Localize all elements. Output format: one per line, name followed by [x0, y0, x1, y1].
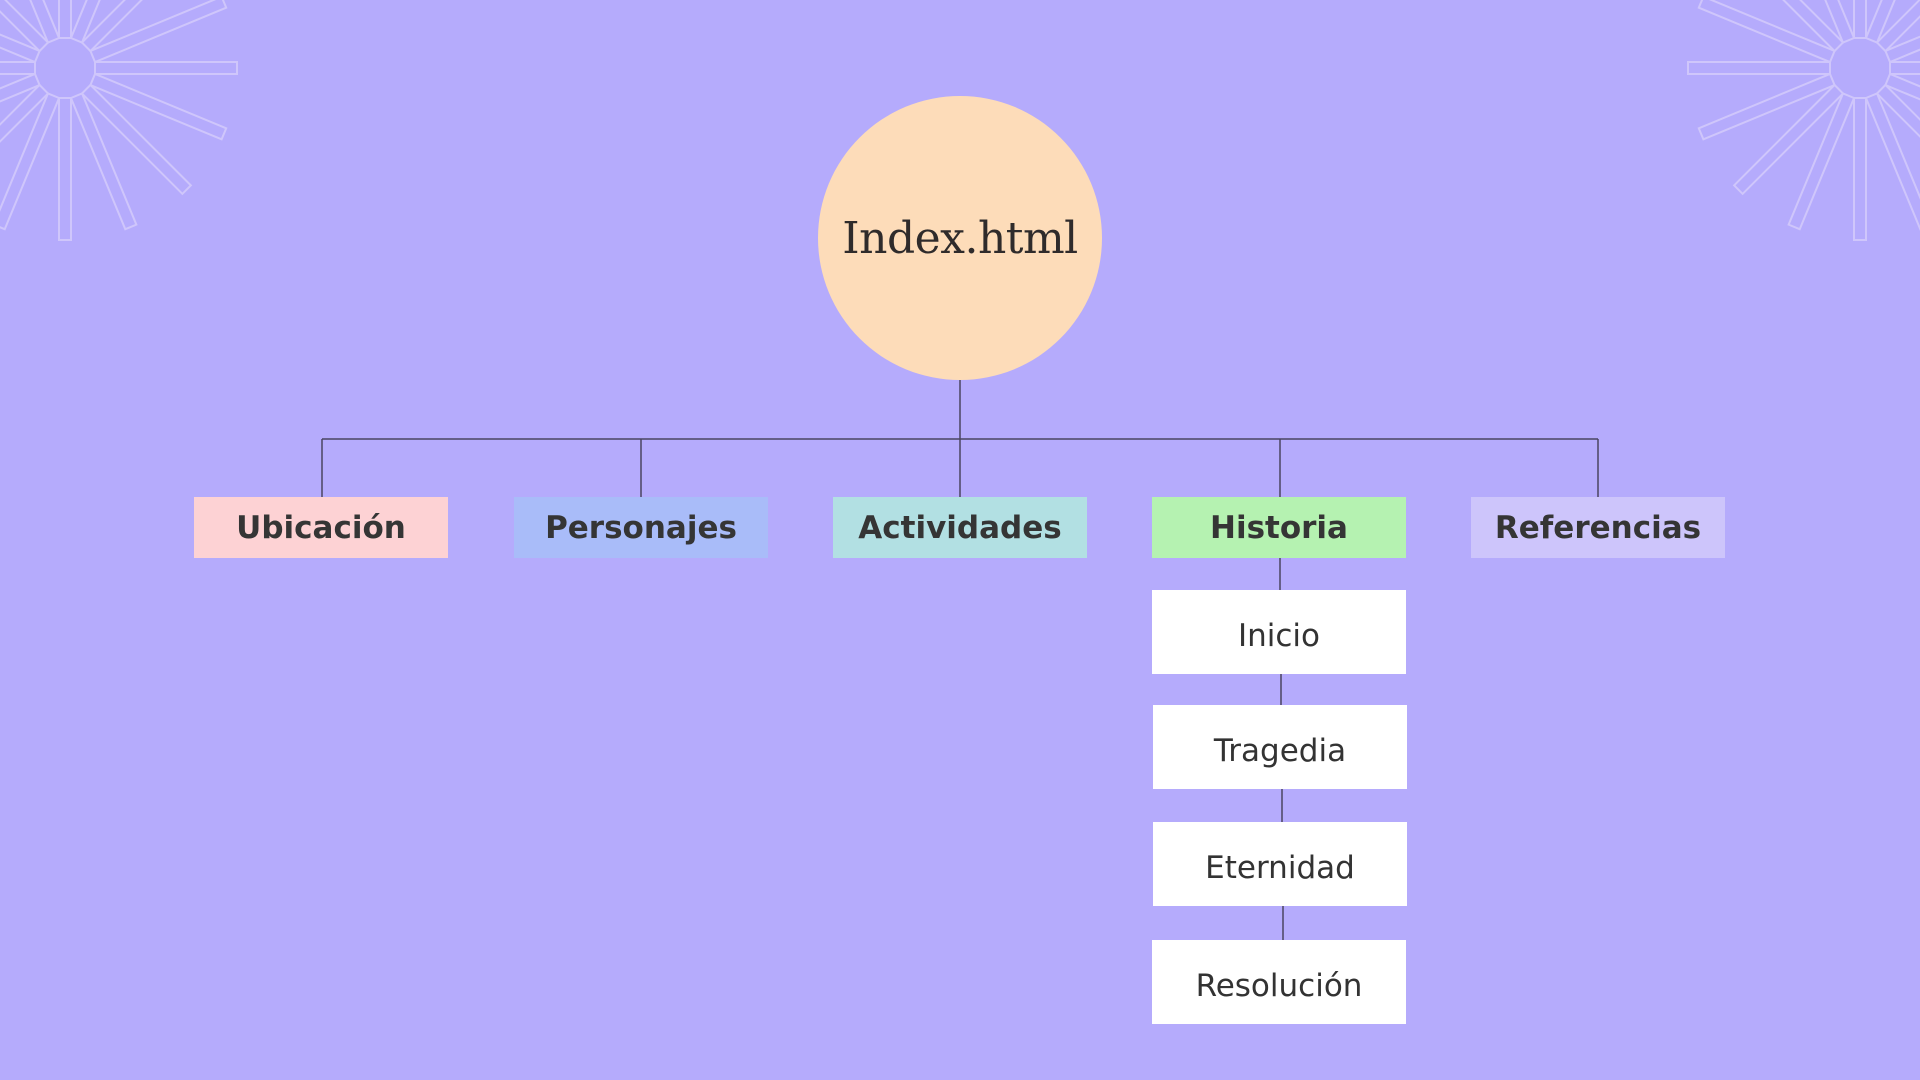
section-label: Personajes [545, 509, 737, 546]
starburst-ray [1884, 0, 1920, 64]
starburst-ray [1853, 0, 1867, 39]
starburst-ray [0, 92, 61, 231]
historia-child-resolucion: Resolución [1152, 940, 1406, 1024]
starburst-ray [1732, 83, 1845, 196]
starburst-ray [1697, 0, 1836, 64]
starburst-ray [1853, 97, 1867, 241]
starburst-ray [58, 0, 72, 39]
starburst-ray [0, 0, 41, 64]
section-label: Ubicación [236, 509, 406, 546]
root-node-label: Index.html [842, 212, 1078, 264]
starburst-ray [89, 72, 228, 141]
starburst-ray [94, 61, 238, 75]
starburst-ray [1732, 0, 1845, 53]
starburst-ray [80, 83, 193, 196]
starburst-ray [1884, 72, 1920, 141]
starburst-ray [1787, 92, 1856, 231]
child-label: Eternidad [1205, 850, 1355, 886]
section-label: Historia [1210, 509, 1348, 546]
starburst-ray [1864, 0, 1920, 44]
starburst-ray [1697, 72, 1836, 141]
historia-child-eternidad: Eternidad [1153, 822, 1407, 906]
section-box-ubicacion: Ubicación [194, 497, 448, 558]
historia-child-tragedia: Tragedia [1153, 705, 1407, 789]
starburst-decoration-left [0, 0, 238, 241]
section-label: Actividades [858, 509, 1062, 546]
starburst-ray [1889, 61, 1920, 75]
section-box-actividades: Actividades [833, 497, 1087, 558]
starburst-ray [0, 0, 50, 53]
child-label: Tragedia [1213, 733, 1347, 769]
section-box-referencias: Referencias [1471, 497, 1725, 558]
section-box-historia: Historia [1152, 497, 1406, 558]
starburst-ray [0, 61, 36, 75]
starburst-ray [1787, 0, 1856, 44]
root-node-index: Index.html [818, 96, 1102, 380]
starburst-ray [80, 0, 193, 53]
historia-child-inicio: Inicio [1152, 590, 1406, 674]
starburst-ray [0, 83, 50, 196]
starburst-ray [69, 0, 138, 44]
section-label: Referencias [1494, 509, 1702, 546]
section-box-personajes: Personajes [514, 497, 768, 558]
starburst-ray [1875, 0, 1920, 53]
starburst-ray [1875, 83, 1920, 196]
starburst-ray [89, 0, 228, 64]
child-label: Resolución [1195, 968, 1363, 1004]
starburst-ray [69, 92, 138, 231]
starburst-ray [0, 72, 41, 141]
starburst-ray [1687, 61, 1831, 75]
child-label: Inicio [1237, 618, 1321, 654]
starburst-ray [58, 97, 72, 241]
starburst-ray [0, 0, 61, 44]
starburst-ray [1864, 92, 1920, 231]
starburst-decoration-right [1687, 0, 1920, 241]
